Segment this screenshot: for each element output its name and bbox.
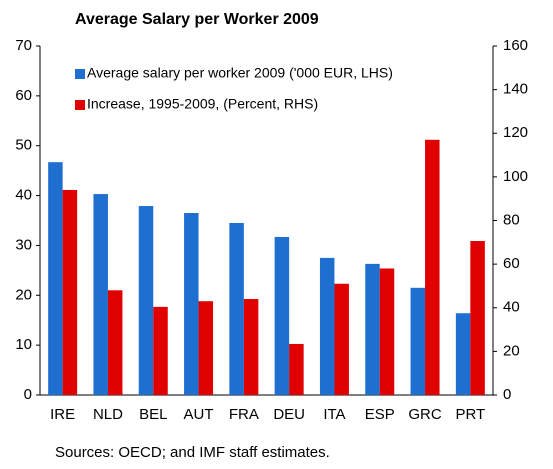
bar [198,301,214,395]
y2-tick-label: 120 [503,124,528,141]
y-tick-label: 30 [15,236,32,253]
bar [184,213,199,395]
bar [243,299,259,395]
y-tick-label: 60 [15,87,32,104]
bar [379,268,395,395]
y2-tick-label: 0 [503,386,511,403]
y-tick-label: 20 [15,286,32,303]
y2-tick-label: 160 [503,37,528,54]
y2-tick-label: 80 [503,211,520,228]
bar [455,313,471,395]
bar [62,189,78,395]
y2-tick-label: 40 [503,299,520,316]
y2-tick-label: 140 [503,81,528,98]
legend-label: Increase, 1995-2009, (Percent, RHS) [87,96,318,112]
bar [470,241,485,395]
y2-tick-label: 100 [503,168,528,185]
y-tick-label: 40 [15,187,32,204]
y-tick-label: 50 [15,137,32,154]
legend-label: Average salary per worker 2009 ('000 EUR… [87,65,393,81]
bar [319,257,335,395]
bar [334,283,349,395]
y-tick-label: 10 [15,336,32,353]
legend-swatch [75,100,85,110]
x-tick-label: PRT [455,406,485,423]
y2-tick-label: 60 [503,255,520,272]
x-tick-label: AUT [184,406,214,423]
x-tick-label: NLD [93,406,123,423]
chart-title: Average Salary per Worker 2009 [75,11,319,28]
x-tick-label: ITA [323,406,345,423]
bar [93,194,108,395]
x-tick-label: ESP [365,406,395,423]
x-tick-label: BEL [139,406,167,423]
bar [425,139,440,395]
x-tick-label: GRC [408,406,442,423]
bar [274,236,290,395]
bar [153,306,168,395]
bar [365,263,380,395]
x-tick-label: IRE [50,406,75,423]
y-tick-label: 0 [24,386,32,403]
legend-swatch [75,69,85,79]
source-note: Sources: OECD; and IMF staff estimates. [55,444,330,461]
x-tick-label: DEU [273,406,305,423]
bar [138,206,154,395]
bar [229,222,244,395]
x-tick-label: FRA [229,406,259,423]
y2-tick-label: 20 [503,342,520,359]
bar [107,290,123,395]
y-tick-label: 70 [15,37,32,54]
bar [410,287,426,395]
bar [289,343,304,395]
bar [48,162,63,395]
